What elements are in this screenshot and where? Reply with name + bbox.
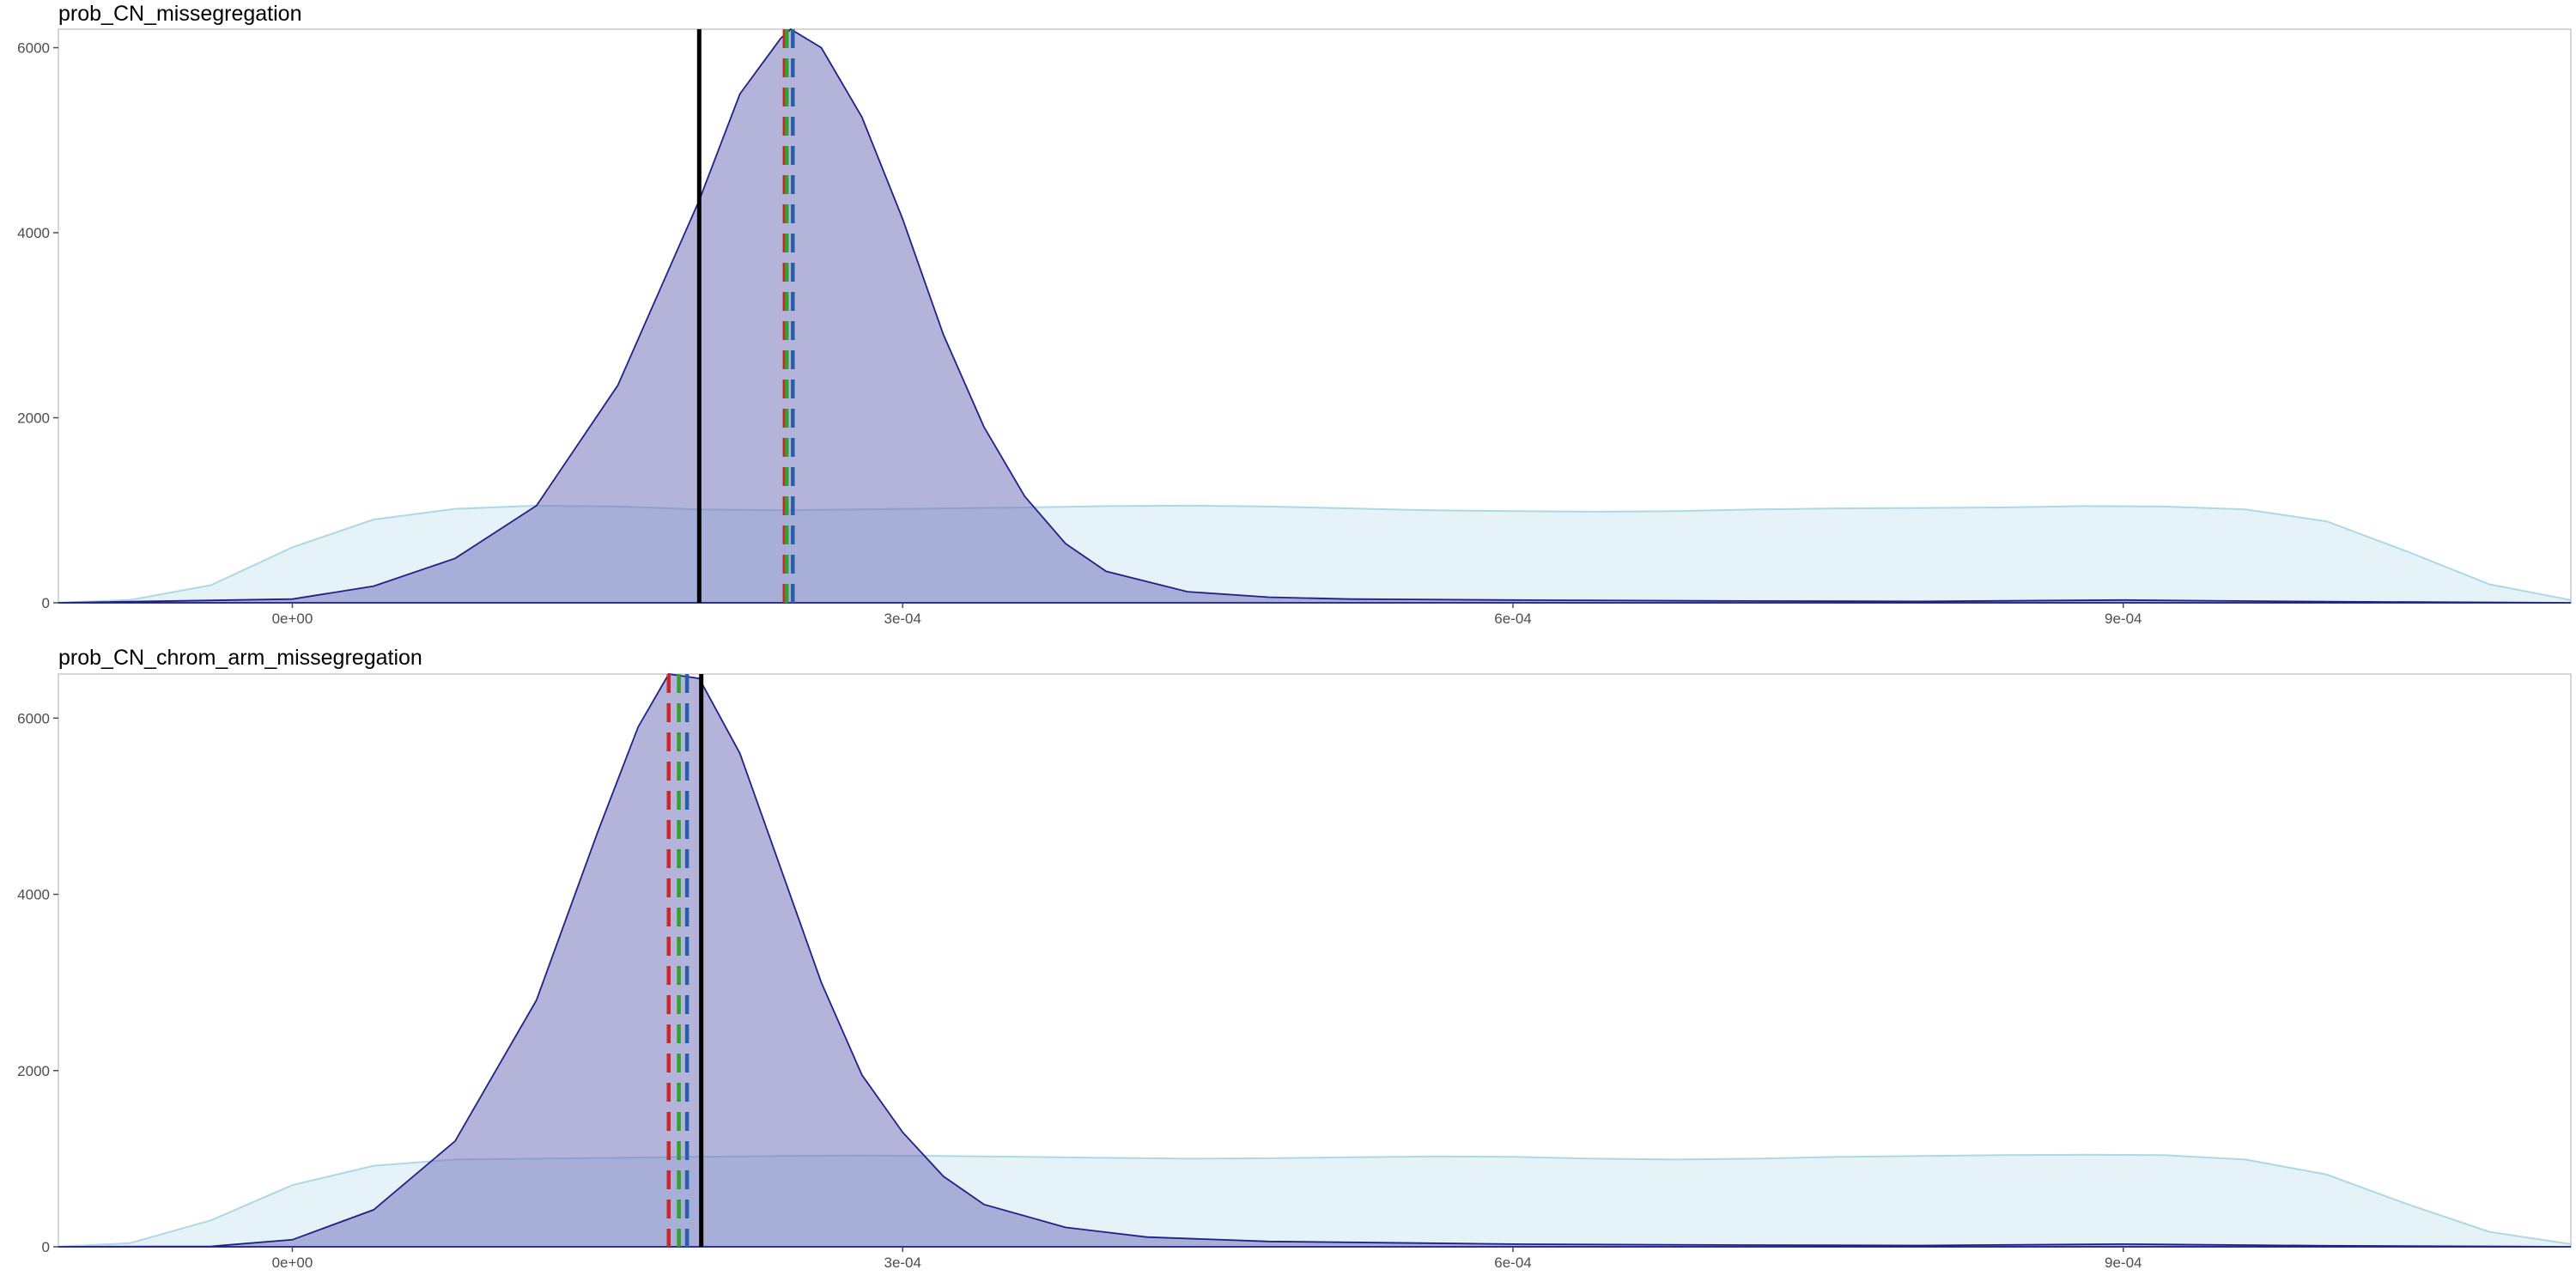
posterior-density-area — [58, 27, 2572, 604]
y-tick-label: 6000 — [17, 40, 50, 57]
y-tick-label: 4000 — [17, 225, 50, 241]
density-panel-2: prob_CN_chrom_arm_missegregation 0e+00 3e-… — [17, 646, 2572, 1271]
x-tick-label: 3e-04 — [884, 611, 920, 627]
x-tick-label: 0e+00 — [272, 1255, 313, 1271]
x-tick-label: 6e-04 — [1494, 611, 1531, 627]
y-tick-label: 6000 — [17, 710, 50, 726]
y-tick-label: 0 — [42, 595, 50, 611]
panel-title: prob_CN_missegregation — [58, 2, 301, 26]
x-tick-label: 9e-04 — [2105, 1255, 2142, 1271]
y-tick-label: 0 — [42, 1239, 50, 1255]
y-tick-label: 4000 — [17, 887, 50, 903]
panel-title: prob_CN_chrom_arm_missegregation — [58, 646, 422, 670]
x-tick-label: 0e+00 — [272, 611, 313, 627]
y-tick-label: 2000 — [17, 410, 50, 427]
y-tick-label: 2000 — [17, 1063, 50, 1079]
x-tick-label: 6e-04 — [1494, 1255, 1531, 1271]
posterior-density-area — [58, 673, 2572, 1248]
x-tick-label: 3e-04 — [884, 1255, 920, 1271]
density-panel-1: prob_CN_missegregation 0e+00 3e-04 6e-04 9e-… — [17, 2, 2572, 627]
x-tick-label: 9e-04 — [2105, 611, 2142, 627]
